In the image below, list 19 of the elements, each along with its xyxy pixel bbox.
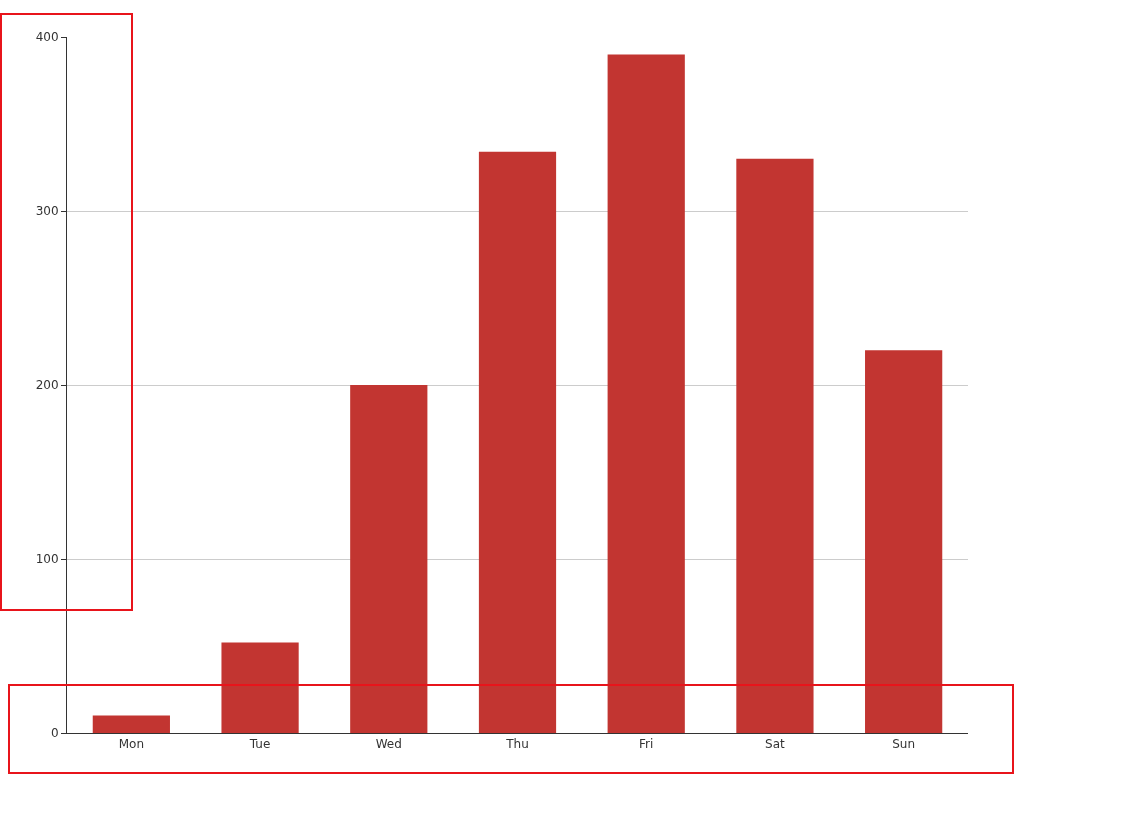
bar <box>350 385 428 733</box>
y-tick-label: 100 <box>35 552 59 567</box>
bar <box>221 642 299 733</box>
bar <box>92 715 170 733</box>
x-tick-label: Sat <box>765 737 786 752</box>
x-tick-label: Sun <box>892 737 916 752</box>
bar <box>736 158 814 733</box>
bar <box>865 350 943 733</box>
x-tick-label: Wed <box>375 737 402 752</box>
y-tick-label: 400 <box>35 30 59 45</box>
y-tick-label: 0 <box>50 726 59 741</box>
y-tick-label: 200 <box>35 378 59 393</box>
x-tick-label: Tue <box>248 737 271 752</box>
y-tick-label: 300 <box>35 204 59 219</box>
x-tick-label: Fri <box>639 737 654 752</box>
x-tick-label: Thu <box>505 737 529 752</box>
bar <box>607 54 685 733</box>
x-tick-label: Mon <box>118 737 145 752</box>
bar <box>478 151 557 733</box>
